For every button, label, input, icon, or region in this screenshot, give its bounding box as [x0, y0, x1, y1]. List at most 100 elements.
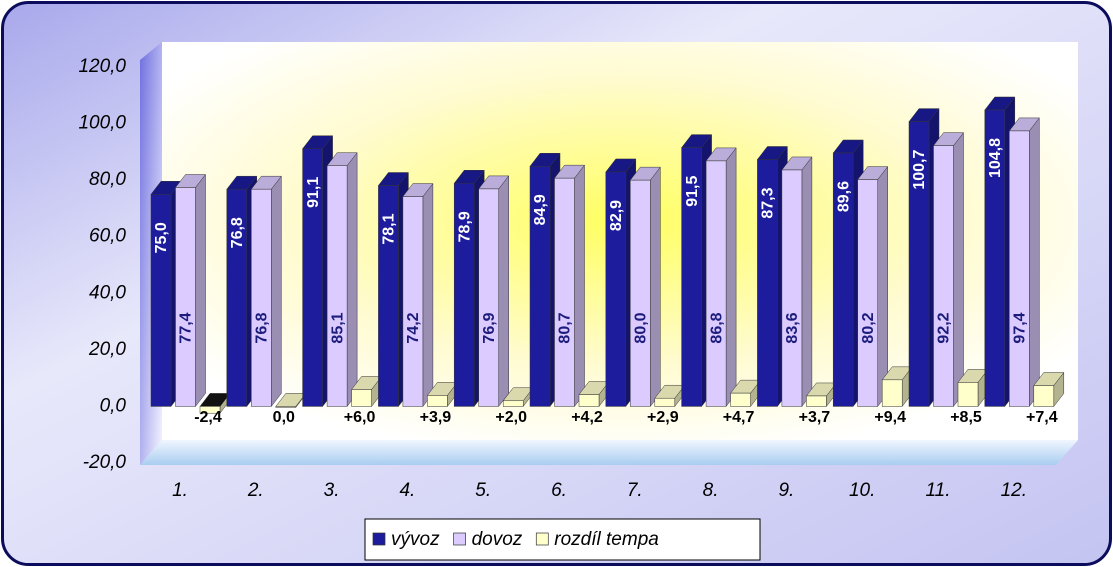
- bar: [275, 406, 297, 408]
- bar: [1033, 385, 1055, 407]
- y-tick-label: 80,0: [89, 169, 126, 190]
- bar: [150, 194, 172, 407]
- bar: [1009, 130, 1030, 407]
- bar-side: [498, 175, 509, 408]
- bar: [529, 166, 551, 407]
- bar: [933, 145, 954, 407]
- y-tick-label: 0,0: [100, 395, 127, 416]
- bar: [199, 406, 221, 414]
- x-tick-label: 12.: [1001, 480, 1027, 501]
- plot: -20,0 0,0 20,0 40,0 60,0 80,0 100,0 120,0 1. 75,0…: [78, 56, 1065, 561]
- y-tick-label: 60,0: [89, 226, 126, 247]
- value-label: +6,0: [344, 409, 376, 426]
- value-label: 80,2: [860, 312, 877, 343]
- x-tick-label: 7.: [627, 480, 643, 501]
- value-label: 91,5: [684, 176, 701, 207]
- bar: [378, 185, 399, 407]
- value-label: 82,9: [608, 200, 625, 231]
- value-label: +8,5: [950, 409, 982, 426]
- value-label: +4,2: [571, 409, 603, 426]
- bar: [630, 179, 651, 407]
- legend-label: vývoz: [391, 529, 440, 550]
- value-label: 0,0: [273, 409, 295, 426]
- bar: [881, 379, 903, 407]
- bar: [957, 382, 979, 407]
- bar: [705, 160, 727, 407]
- bar: [351, 389, 372, 407]
- value-label: -2,4: [194, 409, 222, 426]
- bar: [402, 196, 424, 407]
- bar-side: [271, 175, 282, 408]
- value-label: 92,2: [936, 312, 953, 343]
- value-label: +3,9: [420, 409, 452, 426]
- bar-side: [195, 173, 206, 408]
- bar-side: [953, 131, 964, 408]
- bar: [857, 179, 878, 407]
- legend-swatch: [535, 532, 549, 546]
- bar: [326, 165, 348, 407]
- legend-label: rozdíl tempa: [554, 529, 659, 550]
- value-label: 76,8: [229, 217, 246, 248]
- y-tick-label: -20,0: [83, 452, 127, 473]
- x-tick-label: 2.: [247, 480, 264, 501]
- value-label: 104,8: [987, 138, 1004, 178]
- floor: [140, 440, 1078, 465]
- value-label: +2,0: [495, 409, 527, 426]
- value-label: 100,7: [911, 149, 928, 189]
- value-label: 78,1: [381, 213, 398, 244]
- bar: [781, 169, 803, 407]
- bar: [681, 147, 702, 407]
- bar: [478, 188, 499, 407]
- bar: [730, 392, 751, 407]
- bar: [605, 171, 627, 407]
- value-label: 97,4: [1012, 312, 1029, 343]
- legend-label: dovoz: [472, 529, 523, 550]
- bar: [984, 109, 1006, 407]
- bar: [453, 183, 475, 407]
- x-tick-label: 4.: [399, 480, 415, 501]
- legend-swatch: [453, 532, 466, 546]
- value-label: +9,4: [874, 409, 906, 426]
- bar-side: [422, 182, 434, 408]
- bar: [175, 187, 196, 407]
- bar: [578, 394, 600, 407]
- bar: [427, 395, 448, 407]
- value-label: 76,9: [481, 312, 498, 343]
- value-label: +3,7: [799, 409, 831, 426]
- bar-side: [877, 165, 888, 408]
- bar-side: [346, 151, 358, 408]
- x-tick-label: 3.: [324, 480, 340, 501]
- value-label: 77,4: [178, 312, 195, 343]
- bar: [502, 400, 524, 407]
- bar-side: [801, 156, 813, 408]
- legend-swatch: [372, 532, 386, 546]
- x-tick-label: 11.: [925, 480, 950, 501]
- value-label: 91,1: [305, 177, 322, 208]
- bar: [302, 148, 323, 407]
- bar: [251, 188, 272, 407]
- y-tick-label: 120,0: [78, 56, 126, 77]
- x-tick-label: 5.: [475, 480, 491, 501]
- bar: [226, 188, 248, 407]
- x-tick-label: 8.: [703, 480, 719, 501]
- bar: [832, 152, 854, 407]
- y-tick-label: 100,0: [78, 113, 126, 134]
- value-label: +7,4: [1026, 409, 1058, 426]
- bar-side: [1029, 117, 1040, 408]
- value-label: 74,2: [405, 312, 422, 343]
- value-label: 80,7: [557, 312, 574, 343]
- value-label: 80,0: [633, 312, 650, 343]
- value-label: 84,9: [532, 194, 549, 225]
- y-tick-label: 40,0: [89, 282, 126, 303]
- bar: [654, 397, 676, 407]
- value-label: 83,6: [784, 312, 801, 343]
- value-label: 78,9: [456, 211, 473, 242]
- x-tick-label: 10.: [849, 480, 875, 501]
- value-label: +4,7: [723, 409, 755, 426]
- value-label: 89,6: [835, 181, 852, 212]
- value-label: 85,1: [329, 312, 346, 343]
- bar: [554, 177, 575, 407]
- value-label: +2,9: [647, 409, 679, 426]
- x-tick-label: 6.: [551, 480, 567, 501]
